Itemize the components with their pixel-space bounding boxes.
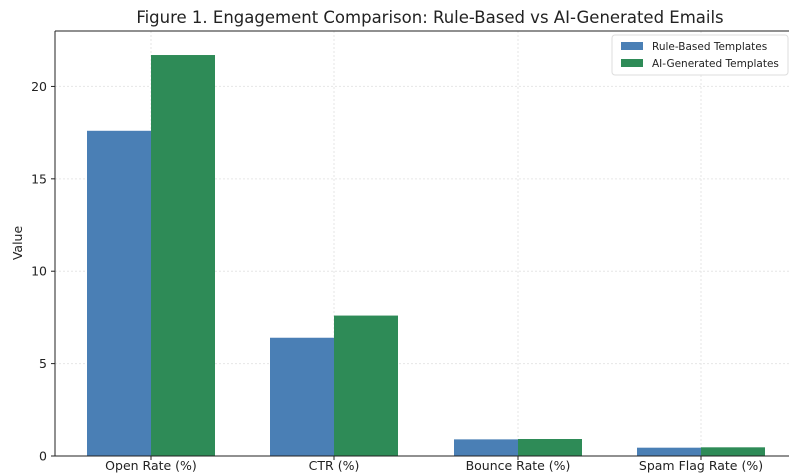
legend: Rule-Based Templates AI-Generated Templa…: [611, 34, 789, 76]
bar-ai-generated: [518, 439, 582, 456]
x-tick-label: CTR (%): [309, 458, 360, 473]
bar-ai-generated: [334, 315, 398, 456]
y-tick-label: 5: [39, 356, 47, 371]
y-tick-label: 20: [31, 79, 47, 94]
legend-swatch-rule-based: [621, 42, 643, 50]
y-tick-label: 0: [39, 449, 47, 464]
bar-ai-generated: [151, 55, 215, 457]
y-axis-label: Value: [10, 226, 25, 261]
legend-label-rule-based: Rule-Based Templates: [652, 41, 767, 53]
chart-title: Figure 1. Engagement Comparison: Rule-Ba…: [136, 8, 723, 27]
y-tick-label: 15: [31, 171, 47, 186]
bar-ai-generated: [701, 447, 765, 456]
legend-frame: [611, 34, 789, 76]
x-tick-label: Spam Flag Rate (%): [639, 458, 763, 473]
x-tick-label: Open Rate (%): [105, 458, 197, 473]
y-tick-label: 10: [31, 264, 47, 279]
bar-rule-based: [87, 130, 151, 457]
x-tick-label: Bounce Rate (%): [466, 458, 571, 473]
legend-label-ai-generated: AI-Generated Templates: [652, 58, 779, 70]
legend-swatch-ai-generated: [621, 59, 643, 67]
x-axis-ticks: Open Rate (%) CTR (%) Bounce Rate (%) Spam …: [105, 456, 763, 473]
bar-rule-based: [637, 447, 701, 456]
bars: [87, 55, 765, 457]
bar-rule-based: [454, 439, 518, 456]
bar-rule-based: [270, 337, 334, 456]
y-axis-ticks: 0 5 10 15 20: [31, 79, 55, 464]
